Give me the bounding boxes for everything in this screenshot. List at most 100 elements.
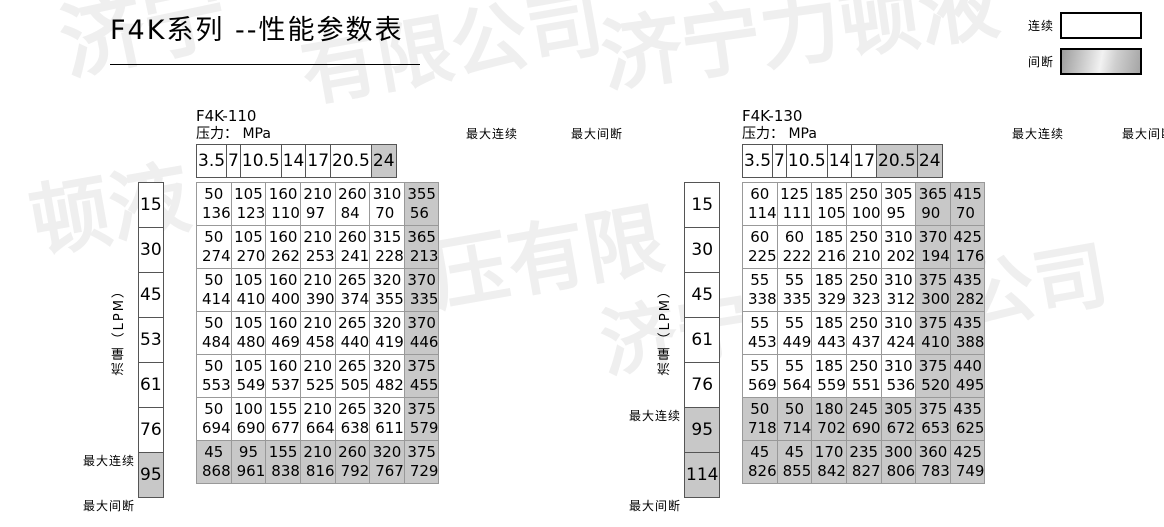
data-cell-inner: 370 446 xyxy=(405,312,438,354)
data-cell-lower-value: 414 xyxy=(202,290,231,308)
data-cell-lower-value: 400 xyxy=(271,290,300,308)
data-cell: 210 390 xyxy=(299,268,336,312)
flow-label-cell: 45 xyxy=(138,272,164,318)
data-cell-inner: 320 767 xyxy=(370,441,404,483)
data-cell: 180 702 xyxy=(811,397,847,441)
data-cell: 95 961 xyxy=(230,440,267,484)
data-cell-upper-value: 425 xyxy=(953,228,982,246)
data-cell-upper-value: 375 xyxy=(407,443,436,461)
data-cell-inner: 160 469 xyxy=(266,312,300,354)
data-cell-lower-value: 374 xyxy=(340,290,370,308)
table-row: 15 xyxy=(683,182,721,228)
data-cell: 435 282 xyxy=(949,268,986,312)
data-cell-upper-value: 375 xyxy=(407,357,436,375)
data-cell-lower-value: 262 xyxy=(271,247,300,265)
data-cell-inner: 185 105 xyxy=(812,183,846,225)
data-cell-upper-value: 60 xyxy=(750,228,770,246)
data-cell: 265 505 xyxy=(334,354,371,398)
data-cell-upper-value: 55 xyxy=(784,271,804,289)
data-cell-lower-value: 961 xyxy=(236,462,266,480)
data-cell-upper-value: 155 xyxy=(268,443,298,461)
data-cell-upper-value: 435 xyxy=(953,400,982,418)
data-cell-upper-value: 60 xyxy=(784,228,804,246)
table-row: 45 xyxy=(683,272,721,318)
pressure-header-row: 3.5 7 10.5 14 17 20.5 24 xyxy=(741,144,943,178)
watermark-text: 济宁力顿液 xyxy=(595,0,1005,105)
data-cell-lower-value: 253 xyxy=(305,247,335,265)
data-cell: 185 329 xyxy=(811,268,847,312)
data-cell-lower-value: 749 xyxy=(955,462,985,480)
data-cell: 55 569 xyxy=(742,354,778,398)
row-side-note: 最大间断 xyxy=(82,499,135,513)
table-row: 50 694 100 690 155 677 210 664 265 638 320 611 375 57… xyxy=(196,397,440,441)
data-cell: 160 469 xyxy=(265,311,301,355)
data-cell-inner: 55 453 xyxy=(743,312,777,354)
data-cell-upper-value: 320 xyxy=(372,357,402,375)
data-cell: 260 84 xyxy=(334,182,371,226)
data-cell-upper-value: 250 xyxy=(849,357,879,375)
flow-label-cell: 76 最大连续 xyxy=(83,407,164,468)
data-cell-inner: 55 569 xyxy=(743,355,777,397)
data-cell: 185 559 xyxy=(811,354,847,398)
pressure-header-cell: 14 xyxy=(280,144,307,178)
data-cell: 370 335 xyxy=(403,268,440,312)
data-cell: 265 374 xyxy=(334,268,371,312)
data-cell-upper-value: 60 xyxy=(750,185,770,203)
data-cell-inner: 425 176 xyxy=(951,226,984,268)
data-cell: 440 495 xyxy=(949,354,986,398)
data-cell-lower-value: 702 xyxy=(817,419,846,437)
data-cell: 320 482 xyxy=(369,354,405,398)
data-cell-inner: 210 390 xyxy=(301,269,334,311)
data-cell-lower-value: 95 xyxy=(886,204,906,222)
data-cell-inner: 425 749 xyxy=(951,441,985,483)
table-row: 50 274 105 270 160 262 210 253 260 241 315 228 365 21… xyxy=(196,225,440,269)
data-cell-inner: 210 253 xyxy=(301,226,335,268)
data-cell-upper-value: 375 xyxy=(918,400,948,418)
data-cell-lower-value: 611 xyxy=(375,419,404,437)
flow-label-cell: 61 xyxy=(683,317,721,363)
data-cell: 320 767 xyxy=(369,440,405,484)
data-cell-upper-value: 185 xyxy=(814,357,844,375)
data-cell-inner: 210 97 xyxy=(301,183,335,225)
table-row: 45 868 95 961 155 838 210 816 260 792 320 767 375 729 xyxy=(196,440,440,484)
data-cell-inner: 260 241 xyxy=(336,226,369,268)
table-row: 50 553 105 549 160 537 210 525 265 505 320 482 375 45… xyxy=(196,354,440,398)
data-cell-inner: 45 826 xyxy=(743,441,777,483)
data-cell-upper-value: 55 xyxy=(784,314,804,332)
data-cell-lower-value: 123 xyxy=(236,204,266,222)
pressure-header-cell: 3.5 xyxy=(741,144,774,178)
data-cell-inner: 185 559 xyxy=(812,355,846,397)
data-cell-inner: 95 961 xyxy=(232,441,266,483)
data-cell: 50 553 xyxy=(196,354,232,398)
legend-swatch-continuous xyxy=(1060,12,1142,39)
data-cell: 55 335 xyxy=(776,268,813,312)
data-cell-lower-value: 537 xyxy=(271,376,300,394)
data-cell-inner: 160 400 xyxy=(266,269,300,311)
pressure-header-cell: 14 xyxy=(826,144,853,178)
data-cell: 185 443 xyxy=(811,311,847,355)
data-cell: 45 855 xyxy=(776,440,813,484)
data-cell-inner: 260 84 xyxy=(336,183,370,225)
data-cell-upper-value: 50 xyxy=(204,228,224,246)
data-cell-upper-value: 310 xyxy=(884,228,913,246)
data-cell: 55 338 xyxy=(742,268,778,312)
data-cell-upper-value: 50 xyxy=(204,271,224,289)
data-cell-upper-value: 105 xyxy=(234,314,263,332)
row-side-note: 最大连续 xyxy=(628,409,681,423)
data-cell-upper-value: 310 xyxy=(372,185,402,203)
data-cell-upper-value: 185 xyxy=(814,271,844,289)
table-row: 55 338 55 335 185 329 250 323 310 312 375 300 435 282 xyxy=(742,268,986,312)
data-cell-inner: 170 842 xyxy=(812,441,846,483)
table-row: 30 xyxy=(683,227,721,273)
data-cell-inner: 375 653 xyxy=(916,398,950,440)
data-cell-inner: 245 690 xyxy=(847,398,880,440)
data-cell-inner: 185 443 xyxy=(812,312,846,354)
data-cell-upper-value: 360 xyxy=(918,443,948,461)
data-cell-upper-value: 365 xyxy=(407,228,436,246)
data-cell-lower-value: 84 xyxy=(340,204,360,222)
data-cell-lower-value: 868 xyxy=(202,462,231,480)
row-side-note: 最大间断 xyxy=(628,499,681,513)
flow-label-cell: 30 xyxy=(683,227,721,273)
data-cell-upper-value: 425 xyxy=(953,443,982,461)
